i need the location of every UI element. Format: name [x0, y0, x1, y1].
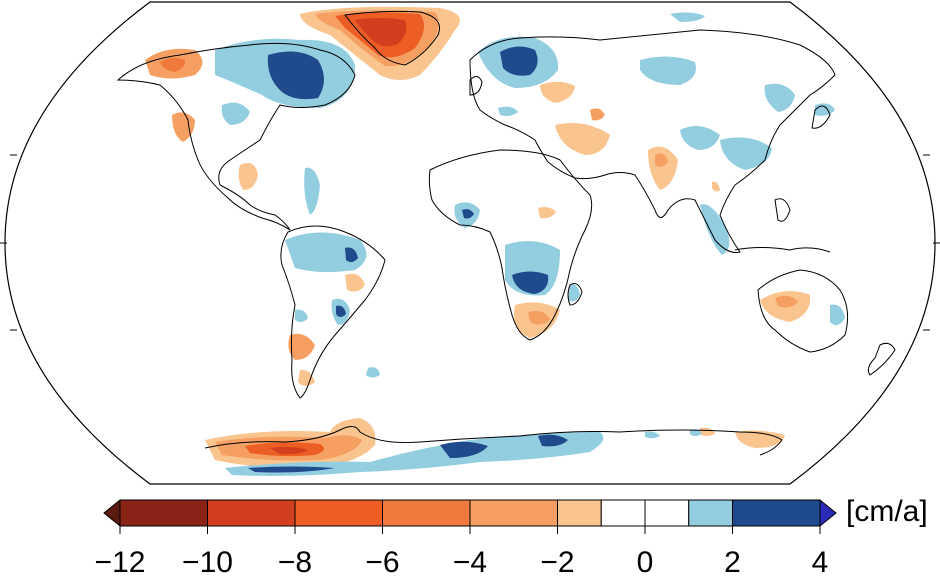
anomaly-argentina-south: [298, 369, 315, 386]
anomaly-antarctic-ring: [225, 432, 604, 476]
colorbar-tick-label: −10: [182, 546, 233, 579]
negative-anomaly-regions: [145, 6, 811, 469]
anomaly-scandinavia-core: [500, 46, 538, 76]
colorbar: [103, 498, 837, 534]
anomaly-bolivia-core: [336, 305, 346, 317]
map-content: [116, 6, 896, 476]
anomaly-antarctic-core-1: [440, 441, 488, 458]
positive-anomaly-regions: [215, 12, 845, 476]
coast-japan: [811, 105, 831, 129]
anomaly-australia-east: [830, 304, 845, 326]
colorbar-bin-5: [557, 499, 602, 527]
anomaly-eastern-europe: [540, 81, 575, 103]
colorbar-bin-7: [644, 499, 690, 527]
colorbar-bin-0: [119, 499, 208, 527]
anomaly-madagascar: [568, 284, 580, 302]
anomaly-amazon-core: [345, 247, 358, 263]
anomaly-australia-core: [775, 295, 798, 308]
colorbar-tick-label: 0: [636, 546, 654, 579]
anomaly-antarctic-east-2: [700, 427, 715, 436]
anomaly-antarctic-east: [735, 430, 785, 448]
coast-new-zealand: [867, 342, 896, 376]
coastlines: [116, 10, 896, 456]
anomaly-antarctic-west-core: [270, 446, 308, 455]
colorbar-tick-label: −8: [277, 546, 313, 579]
globe-outline: [4, 1, 936, 485]
anomaly-south-africa-core: [528, 311, 550, 325]
anomaly-alaska-core: [160, 57, 186, 72]
colorbar-tick-label: 4: [811, 546, 829, 579]
coast-greenland: [344, 10, 440, 66]
colorbar-bin-1: [207, 499, 296, 527]
colorbar-tick-label: −6: [365, 546, 400, 579]
anomaly-canada-core: [267, 51, 324, 100]
anomaly-antarctic-core-2: [538, 434, 568, 447]
colorbar-tick-label: 2: [724, 546, 741, 579]
coast-indonesia: [734, 247, 831, 253]
anomaly-mexico: [238, 162, 258, 190]
anomaly-east-asia: [712, 181, 720, 192]
colorbar-over-arrow: [819, 498, 837, 528]
anomaly-siberia: [640, 56, 696, 85]
anomaly-central-africa-core: [512, 271, 549, 294]
colorbar-bin-4: [469, 499, 558, 527]
colorbar-tick-label: −2: [540, 546, 575, 579]
anomaly-mideast-small: [498, 106, 518, 116]
anomaly-antarctic-band: [248, 466, 335, 473]
anomaly-west-africa-core: [462, 209, 474, 219]
anomaly-caribbean: [304, 167, 320, 215]
anomaly-argentina: [288, 333, 315, 360]
colorbar-bin-9: [732, 499, 821, 527]
colorbar-tick-label: −4: [452, 546, 488, 579]
coast-antarctica: [204, 426, 783, 456]
colorbar-bin-2: [294, 499, 383, 527]
anomaly-arctic-russia: [670, 12, 705, 22]
coast-south-america: [280, 225, 386, 399]
anomaly-argentina-north: [295, 309, 308, 323]
anomaly-far-east: [764, 83, 795, 112]
anomaly-japan: [815, 103, 835, 116]
colorbar-bin-8: [688, 499, 733, 527]
frame-ticks: [0, 154, 940, 331]
coast-philippines: [774, 198, 791, 222]
anomaly-greenland-core: [355, 18, 407, 47]
coast-madagascar: [567, 283, 583, 306]
coast-north-america: [116, 42, 356, 231]
anomaly-india-core: [655, 153, 668, 167]
anomaly-antarctic-east-blue-2: [690, 429, 702, 436]
colorbar-unit-label: [cm/a]: [846, 495, 928, 528]
coast-uk: [469, 76, 483, 96]
anomaly-middle-east: [555, 122, 610, 155]
anomaly-china: [720, 137, 772, 170]
world-map: [0, 1, 940, 485]
anomaly-antarctic-east-blue: [645, 431, 660, 439]
coast-eurasia: [469, 29, 836, 253]
anomaly-brazil-east: [345, 273, 365, 292]
colorbar-under-arrow: [103, 498, 121, 528]
anomaly-se-asia: [700, 204, 730, 255]
coast-africa: [428, 149, 593, 341]
anomaly-india: [648, 146, 678, 190]
colorbar-tick-label: −12: [94, 546, 146, 579]
anomaly-congo-small: [538, 207, 556, 219]
anomaly-caspian: [590, 108, 605, 121]
anomaly-central-asia: [680, 126, 720, 150]
anomaly-nw-america: [172, 112, 195, 142]
anomaly-rockies: [221, 102, 250, 125]
anomaly-amazon-outer: [285, 232, 367, 273]
colorbar-bin-3: [382, 499, 471, 527]
anomaly-patagonia-sea: [366, 367, 380, 378]
coast-australia: [757, 269, 849, 353]
colorbar-bin-6: [600, 499, 646, 527]
